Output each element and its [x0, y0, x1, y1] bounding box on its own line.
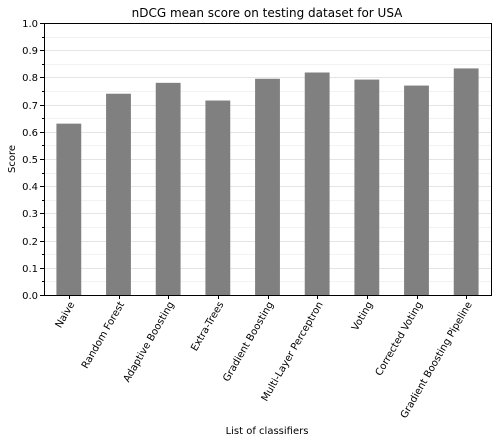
y-axis-title: Score [7, 145, 18, 173]
y-tick-label: 0.9 [22, 46, 38, 57]
bar [354, 79, 380, 296]
y-tick-label: 0.6 [22, 128, 38, 139]
x-tick-label: Naive [54, 300, 78, 330]
x-tick-label: Gradient Boosting [221, 300, 276, 384]
y-tick-label: 0.8 [22, 73, 38, 84]
y-tick-label: 0.0 [22, 291, 38, 302]
bar [205, 100, 231, 296]
plot-frame [44, 23, 492, 296]
y-tick-label: 0.5 [22, 155, 38, 166]
y-tick-label: 0.3 [22, 209, 38, 220]
x-tick-label: Voting [350, 300, 375, 333]
bar [155, 82, 181, 295]
y-tick-label: 0.4 [22, 182, 38, 193]
x-tick-label: Extra-Trees [189, 300, 226, 353]
x-tick-label: Random Forest [80, 300, 127, 371]
bar [404, 85, 429, 295]
y-tick-label: 0.2 [22, 237, 38, 248]
y-tick-label: 0.1 [22, 264, 38, 275]
bars [56, 68, 479, 296]
x-tick-label: Corrected Voting [374, 300, 425, 378]
bar [304, 72, 330, 295]
y-axis: 0.0 0.1 0.2 0.3 0.4 0.5 0.6 0.7 0.8 0.9 1.0 [22, 19, 44, 302]
x-axis-title: List of classifiers [226, 426, 309, 437]
chart-title: nDCG mean score on testing dataset for U… [132, 6, 404, 20]
y-tick-label: 1.0 [22, 19, 38, 30]
y-tick-label: 0.7 [22, 101, 38, 112]
bar [255, 78, 280, 295]
bar [453, 68, 479, 295]
bar [56, 123, 82, 295]
x-tick-label: Adaptive Boosting [122, 300, 177, 384]
bar [106, 93, 131, 295]
